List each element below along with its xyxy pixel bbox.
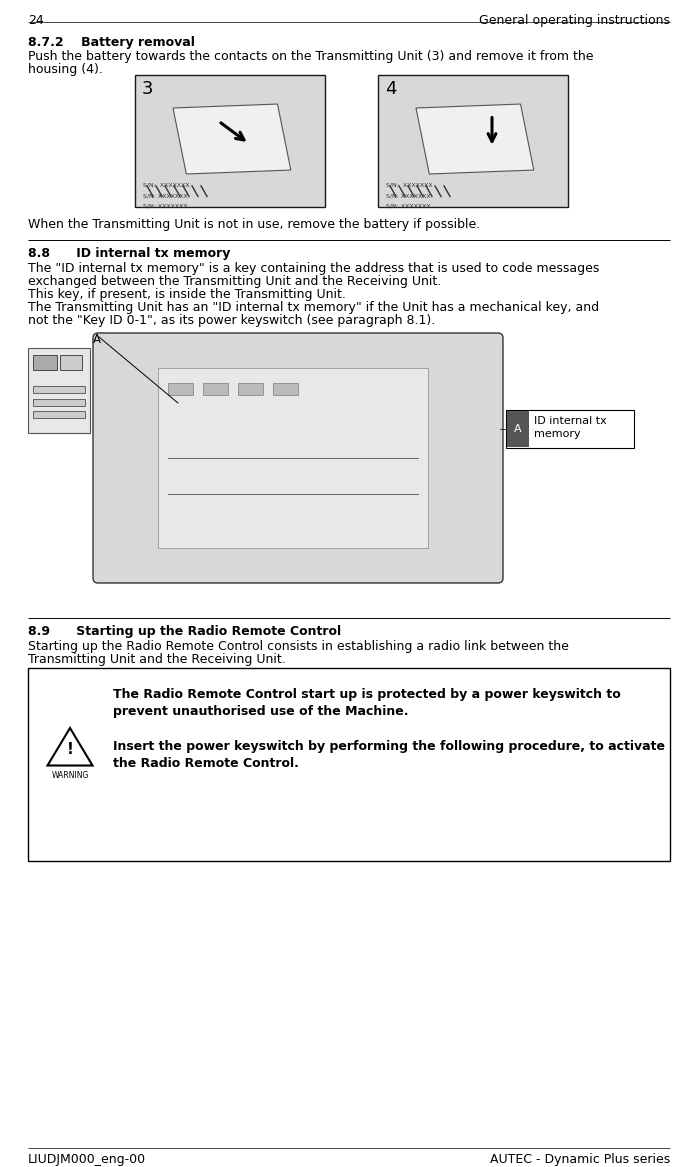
Text: A: A	[514, 424, 522, 434]
Text: exchanged between the Transmitting Unit and the Receiving Unit.: exchanged between the Transmitting Unit …	[28, 275, 441, 288]
Text: S/N: XXXXXXX: S/N: XXXXXXX	[386, 204, 431, 209]
Bar	[378, 75, 568, 207]
Text: When the Transmitting Unit is not in use, remove the battery if possible.: When the Transmitting Unit is not in use…	[28, 218, 480, 231]
Text: S/N:  XXXXXXX: S/N: XXXXXXX	[143, 182, 190, 188]
Text: Starting up the Radio Remote Control consists in establishing a radio link betwe: Starting up the Radio Remote Control con…	[28, 640, 569, 654]
Text: !: !	[66, 742, 73, 756]
Text: 8.9      Starting up the Radio Remote Control: 8.9 Starting up the Radio Remote Control	[28, 626, 341, 638]
Bar	[135, 75, 325, 207]
Polygon shape	[47, 728, 93, 766]
Bar	[168, 383, 193, 394]
Bar	[507, 411, 529, 447]
Text: 8.7.2    Battery removal: 8.7.2 Battery removal	[28, 36, 195, 49]
Text: 3: 3	[142, 81, 154, 98]
Text: not the "Key ID 0-1", as its power keyswitch (see paragraph 8.1).: not the "Key ID 0-1", as its power keysw…	[28, 314, 436, 327]
Bar	[203, 383, 228, 394]
Text: AUTEC - Dynamic Plus series: AUTEC - Dynamic Plus series	[490, 1153, 670, 1166]
Text: S/N: XXXXXXX: S/N: XXXXXXX	[143, 194, 188, 198]
Bar	[28, 348, 90, 433]
Bar	[28, 668, 670, 861]
Text: Transmitting Unit and the Receiving Unit.: Transmitting Unit and the Receiving Unit…	[28, 654, 285, 666]
Text: housing (4).: housing (4).	[28, 63, 103, 76]
Text: Insert the power keyswitch by performing the following procedure, to activate
th: Insert the power keyswitch by performing…	[113, 740, 665, 770]
Text: 24: 24	[28, 14, 44, 27]
Text: The Transmitting Unit has an "ID internal tx memory" if the Unit has a mechanica: The Transmitting Unit has an "ID interna…	[28, 301, 599, 314]
Bar	[33, 355, 57, 370]
Polygon shape	[416, 104, 534, 174]
Polygon shape	[173, 104, 291, 174]
Bar	[273, 383, 298, 394]
FancyBboxPatch shape	[93, 333, 503, 584]
Bar	[33, 411, 85, 418]
Text: General operating instructions: General operating instructions	[479, 14, 670, 27]
Bar	[506, 410, 634, 448]
Text: The Radio Remote Control start up is protected by a power keyswitch to
prevent u: The Radio Remote Control start up is pro…	[113, 689, 621, 718]
Text: 4: 4	[385, 81, 396, 98]
Text: LIUDJM000_eng-00: LIUDJM000_eng-00	[28, 1153, 146, 1166]
Bar	[238, 383, 263, 394]
Bar	[33, 399, 85, 406]
Text: WARNING: WARNING	[52, 771, 89, 781]
Text: The "ID internal tx memory" is a key containing the address that is used to code: The "ID internal tx memory" is a key con…	[28, 263, 600, 275]
Text: Push the battery towards the contacts on the Transmitting Unit (3) and remove it: Push the battery towards the contacts on…	[28, 50, 593, 63]
Text: S/N: XXXXXXX: S/N: XXXXXXX	[143, 204, 188, 209]
Text: S/N: XXXXXXX: S/N: XXXXXXX	[386, 194, 431, 198]
Text: This key, if present, is inside the Transmitting Unit.: This key, if present, is inside the Tran…	[28, 288, 346, 301]
Text: ID internal tx
memory: ID internal tx memory	[534, 415, 607, 439]
Bar	[158, 368, 428, 548]
Bar	[60, 355, 82, 370]
Text: A: A	[93, 333, 101, 345]
Text: 8.8      ID internal tx memory: 8.8 ID internal tx memory	[28, 247, 230, 260]
Bar	[33, 386, 85, 393]
Text: S/N:  XXXXXXX: S/N: XXXXXXX	[386, 182, 433, 188]
